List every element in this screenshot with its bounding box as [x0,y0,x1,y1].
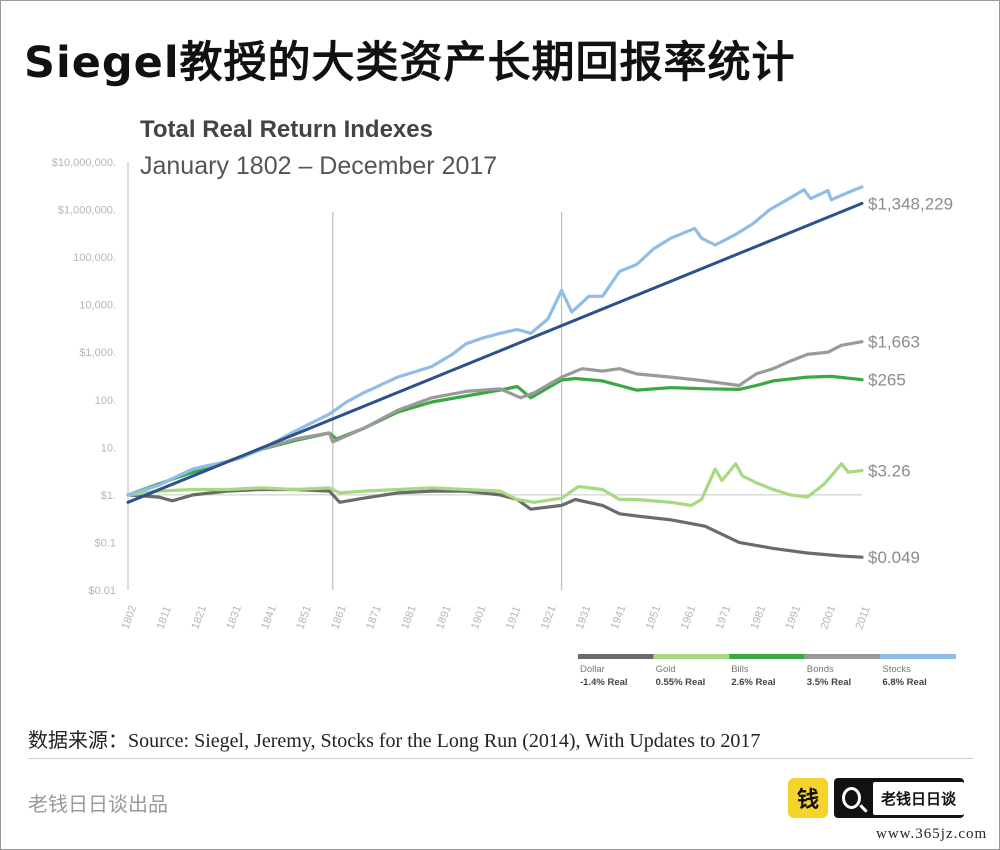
x-tick-label: 1911 [504,605,523,631]
y-tick-label: $1. [101,490,116,502]
y-tick-label: 10. [101,442,116,454]
x-tick-label: 1921 [539,604,559,631]
x-tick-label: 1971 [714,604,734,631]
x-tick-label: 1981 [749,604,769,631]
legend-rate-bills: 2.6% Real [731,677,775,688]
series-line-bonds [126,340,864,497]
divider [28,758,973,759]
brand-badge: 老钱日日谈 [834,778,964,818]
x-tick-label: 1951 [644,604,664,631]
x-tick-label: 1941 [609,604,629,631]
legend-rate-bonds: 3.5% Real [807,677,851,688]
legend-name-dollar: Dollar [580,664,605,675]
x-tick-label: 1811 [154,605,173,631]
legend-swatch-gold [653,654,730,659]
legend-name-bonds: Bonds [807,664,834,675]
legend-name-bills: Bills [731,664,749,675]
end-label-gold: $3.26 [868,461,911,480]
y-tick-label: $0.1 [95,537,116,549]
legend-swatch-stocks [880,654,956,659]
y-tick-label: 10,000. [79,300,116,312]
legend-swatch-dollar [578,654,654,659]
chart-subtitle: January 1802 – December 2017 [140,152,498,180]
line-chart: $10,000,000. $1,000,000. 100,000. 10,000. $1… [52,157,956,688]
y-tick-label: $1,000. [79,347,116,359]
end-label-bonds: $1,663 [868,333,920,352]
series-line-dollar [126,487,864,559]
brand-logo-icon: 钱 [788,778,828,818]
x-tick-label: 1841 [259,604,279,631]
y-tick-label: $10,000,000. [52,157,116,169]
producer-credit: 老钱日日谈出品 [28,792,168,816]
search-icon [842,787,861,809]
end-label-dollar: $0.049 [868,548,920,567]
x-tick-label: 1802 [120,604,140,631]
legend-name-gold: Gold [656,664,676,675]
legend-rate-stocks: 6.8% Real [882,677,926,688]
x-tick-label: 1831 [224,604,244,631]
x-tick-label: 1991 [784,604,804,631]
watermark: www.365jz.com [876,826,988,842]
series-line-bills [126,374,864,497]
y-tick-label: 100. [95,395,116,407]
chart-title: Total Real Return Indexes [140,116,433,143]
y-tick-label: 100,000. [73,252,116,264]
x-tick-label: 1901 [469,604,489,631]
legend-rate-dollar: -1.4% Real [580,677,628,688]
x-tick-label: 1881 [399,604,419,631]
brand-name: 老钱日日谈 [872,781,964,815]
y-tick-label: $1,000,000. [58,205,116,217]
x-tick-label: 1891 [434,604,454,631]
end-label-bills: $265 [868,371,906,390]
x-tick-label: 1821 [189,604,209,631]
x-tick-label: 2011 [854,605,873,631]
legend-swatch-bills [729,654,805,659]
x-tick-label: 1871 [364,604,384,631]
legend-swatch-bonds [804,654,881,659]
x-tick-label: 1861 [329,604,349,631]
legend-name-stocks: Stocks [882,664,911,675]
end-label-stocks: $1,348,229 [868,194,953,213]
series-line-stocks-trend [126,201,864,504]
legend-rate-gold: 0.55% Real [656,677,706,688]
series-line-stocks [126,185,864,497]
x-tick-label: 2001 [819,604,839,631]
x-tick-label: 1961 [679,604,699,631]
x-tick-label: 1851 [294,604,314,631]
x-tick-label: 1931 [574,604,594,631]
source-note: 数据来源：Source: Siegel, Jeremy, Stocks for … [28,730,761,752]
series-line-gold [126,462,864,507]
page-title: Siegel教授的大类资产长期回报率统计 [24,38,796,88]
y-tick-label: $0.01 [88,585,116,597]
